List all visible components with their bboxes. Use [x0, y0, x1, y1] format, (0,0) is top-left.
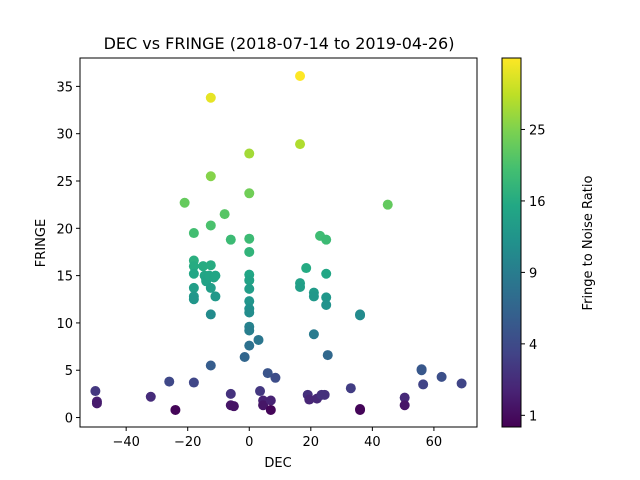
y-tick-label: 0 [65, 412, 73, 427]
data-point [244, 340, 255, 351]
data-point [399, 400, 410, 411]
data-point [210, 291, 221, 302]
colorbar-tick-label: 4 [529, 338, 537, 353]
data-point [456, 378, 467, 389]
data-point [295, 139, 306, 150]
data-point [244, 296, 255, 307]
data-point [205, 171, 216, 182]
colorbar-tick-label: 1 [529, 409, 537, 424]
y-tick-label: 10 [56, 317, 73, 332]
data-point [265, 404, 276, 415]
data-point [244, 275, 255, 286]
data-point [225, 388, 236, 399]
data-point [418, 379, 429, 390]
data-point [321, 234, 332, 245]
data-point [164, 376, 175, 387]
data-point [239, 351, 250, 362]
x-tick-label: 40 [364, 435, 381, 450]
data-point [416, 365, 427, 376]
colorbar-ticks: 1 4 9 16 25 [521, 123, 546, 424]
data-point [322, 350, 333, 361]
data-point [308, 291, 319, 302]
data-point [244, 233, 255, 244]
data-point [188, 228, 199, 239]
data-point [355, 404, 366, 415]
data-point [170, 404, 181, 415]
data-point [262, 368, 273, 379]
data-point [205, 220, 216, 231]
data-point [244, 246, 255, 257]
y-tick-label: 30 [56, 128, 73, 143]
data-point [188, 268, 199, 279]
data-point [198, 261, 209, 272]
data-point [210, 270, 221, 281]
colorbar-tick-label: 9 [529, 266, 537, 281]
data-point [321, 268, 332, 279]
y-axis-ticks: 0 5 10 15 20 25 30 35 [56, 80, 80, 427]
colorbar-tick-label: 16 [529, 195, 546, 210]
data-point [205, 360, 216, 371]
x-tick-label: −20 [174, 435, 201, 450]
data-point [205, 282, 216, 293]
x-axis-ticks: −40 −20 0 20 40 60 [112, 427, 442, 450]
data-point [228, 401, 239, 412]
data-point [253, 334, 264, 345]
data-point [321, 292, 332, 303]
data-point [265, 395, 276, 406]
colorbar [501, 57, 522, 428]
data-point [91, 398, 102, 409]
data-point [258, 400, 269, 411]
data-point [244, 188, 255, 199]
data-point [225, 234, 236, 245]
data-point [205, 92, 216, 103]
data-point [244, 325, 255, 336]
data-point [308, 329, 319, 340]
x-axis-label: DEC [264, 456, 291, 471]
data-point [295, 281, 306, 292]
data-point [399, 392, 410, 403]
data-point [345, 383, 356, 394]
data-point [319, 389, 330, 400]
points-layer [90, 70, 467, 415]
data-point [244, 307, 255, 318]
data-point [205, 260, 216, 271]
data-point [436, 371, 447, 382]
data-point [244, 283, 255, 294]
data-point [270, 372, 281, 383]
data-point [255, 386, 266, 397]
y-tick-label: 35 [56, 80, 73, 95]
data-point [90, 386, 101, 397]
x-tick-label: 0 [245, 435, 253, 450]
data-point [244, 148, 255, 159]
x-tick-label: −40 [112, 435, 139, 450]
data-point [188, 261, 199, 272]
data-point [304, 394, 315, 405]
y-tick-label: 20 [56, 222, 73, 237]
data-point [382, 199, 393, 210]
chart-title: DEC vs FRINGE (2018-07-14 to 2019-04-26) [104, 34, 455, 53]
y-tick-label: 5 [65, 364, 73, 379]
x-tick-label: 60 [426, 435, 443, 450]
data-point [219, 209, 230, 220]
colorbar-label: Fringe to Noise Ratio [581, 176, 596, 311]
data-point [205, 309, 216, 320]
plot-frame [79, 57, 478, 428]
data-point [188, 282, 199, 293]
data-point [301, 263, 312, 274]
y-axis-label: FRINGE [34, 219, 49, 267]
data-point [188, 294, 199, 305]
y-tick-label: 25 [56, 175, 73, 190]
colorbar-tick-label: 25 [529, 123, 546, 138]
x-tick-label: 20 [303, 435, 320, 450]
data-point [321, 299, 332, 310]
y-tick-label: 15 [56, 270, 73, 285]
data-point [188, 377, 199, 388]
data-point [179, 197, 190, 208]
data-point [295, 70, 306, 81]
data-point [145, 391, 156, 402]
data-point [355, 310, 366, 321]
